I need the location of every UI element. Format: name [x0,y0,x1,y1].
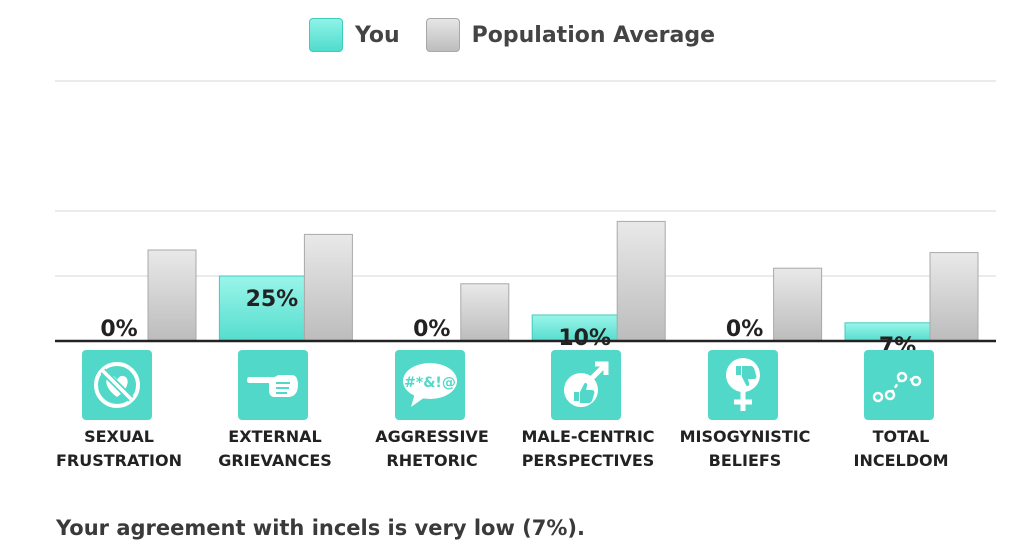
no-heart-icon [82,350,152,420]
data-label-you: 25% [246,287,299,312]
category-label-line: PERSPECTIVES [521,451,655,470]
male-symbol-thumbs-up-icon [551,350,621,420]
line-graph-icon [864,350,934,420]
data-label-you: 10% [558,326,611,351]
category-label-external-grievances: EXTERNAL GRIEVANCES [200,425,350,473]
category-label-line: TOTAL [872,427,930,446]
category-label-total-inceldom: TOTAL INCELDOM [826,425,976,473]
category-label-line: EXTERNAL [228,427,322,446]
legend-swatch-average [425,18,460,52]
legend-swatch-you [308,18,343,52]
category-label-line: INCELDOM [853,451,949,470]
category-label-line: FRUSTRATION [56,451,182,470]
legend-item-you: You [308,18,400,52]
bar-population-average [929,252,979,342]
category-label-line: MISOGYNISTIC [679,427,811,446]
category-label-line: AGGRESSIVE [375,427,489,446]
summary-text: Your agreement with incels is very low (… [56,516,585,540]
legend: You Population Average [0,18,1024,52]
category-label-line: MALE-CENTRIC [521,427,655,446]
data-label-you: 0% [726,317,763,342]
category-label-line: GRIEVANCES [218,451,332,470]
category-label-sexual-frustration: SEXUAL FRUSTRATION [44,425,194,473]
legend-label-average: Population Average [471,22,716,48]
bar-population-average [460,283,510,342]
bar-population-average [147,249,197,342]
female-symbol-thumbs-down-icon [708,350,778,420]
pointing-hand-icon [238,350,308,420]
category-label-aggressive-rhetoric: AGGRESSIVE RHETORIC [357,425,507,473]
category-label-misogynistic-beliefs: MISOGYNISTIC BELIEFS [670,425,820,473]
bar-population-average [303,233,353,342]
bar-population-average [616,220,666,342]
legend-item-average: Population Average [425,18,716,52]
category-label-line: RHETORIC [386,451,478,470]
bar-population-average [773,267,823,342]
category-label-line: BELIEFS [708,451,782,470]
data-label-you: 0% [100,317,137,342]
data-label-you: 0% [413,317,450,342]
swear-speech-bubble-icon: #*&!@ [395,350,465,420]
svg-text:#*&!@: #*&!@ [404,375,456,391]
legend-label-you: You [354,22,400,48]
category-label-male-centric-perspectives: MALE-CENTRIC PERSPECTIVES [513,425,663,473]
category-label-line: SEXUAL [84,427,154,446]
